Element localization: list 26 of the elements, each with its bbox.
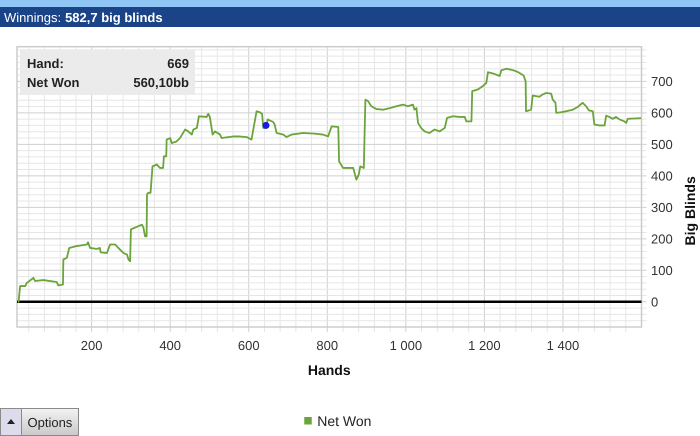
y-tick-label: 400 bbox=[651, 168, 673, 184]
y-tick-label: 300 bbox=[651, 200, 673, 215]
y-tick-label: 600 bbox=[651, 105, 673, 120]
chart-subtitle: 582,7 big blinds bbox=[65, 10, 163, 25]
x-tick-label: 200 bbox=[80, 338, 102, 353]
legend-label: Net Won bbox=[317, 413, 372, 429]
y-tick-label: 100 bbox=[651, 262, 673, 278]
chart-title: Winnings: bbox=[4, 10, 62, 25]
x-tick-label: 1 400 bbox=[546, 338, 580, 353]
x-axis-title: Hands bbox=[308, 362, 351, 378]
y-axis-title: Big Blinds bbox=[682, 176, 698, 246]
y-tick-label: 200 bbox=[651, 231, 673, 246]
text: Options bbox=[28, 414, 73, 430]
y-tick-label: 700 bbox=[651, 74, 673, 89]
x-tick-label: 600 bbox=[238, 338, 260, 353]
x-tick-label: 1 000 bbox=[390, 338, 422, 353]
x-tick-label: 800 bbox=[316, 338, 338, 353]
annotation: Hand: bbox=[27, 56, 64, 71]
annotation: 560,10bb bbox=[133, 75, 190, 90]
annotation: 669 bbox=[167, 56, 189, 71]
y-tick-label: 0 bbox=[651, 294, 658, 310]
line-series bbox=[18, 68, 642, 303]
x-tick-label: 400 bbox=[159, 338, 182, 353]
y-tick-label: 500 bbox=[651, 136, 673, 152]
annotation: Net Won bbox=[27, 75, 80, 90]
x-tick-label: 1 200 bbox=[468, 338, 501, 353]
